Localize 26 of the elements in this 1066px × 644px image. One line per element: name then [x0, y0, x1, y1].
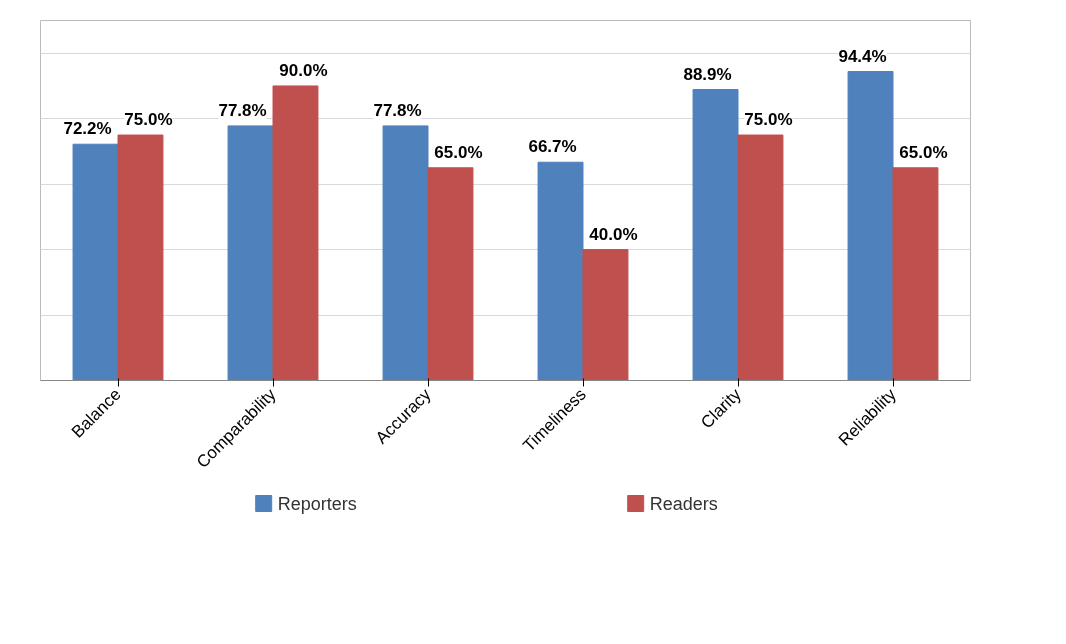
data-label: 88.9% — [683, 64, 732, 84]
data-label: 75.0% — [744, 110, 793, 130]
bar — [382, 125, 429, 381]
legend-label: Reporters — [277, 493, 357, 514]
data-label: 40.0% — [589, 224, 638, 244]
data-label: 66.7% — [528, 137, 577, 157]
data-label: 65.0% — [899, 142, 948, 162]
data-label: 75.0% — [124, 110, 173, 130]
bar — [272, 85, 319, 381]
bar — [737, 134, 784, 381]
bar — [227, 125, 274, 381]
bar — [427, 167, 474, 381]
bar — [692, 89, 739, 381]
data-label: 77.8% — [373, 100, 422, 120]
bar — [847, 71, 894, 381]
data-label: 77.8% — [218, 100, 267, 120]
data-label: 72.2% — [63, 119, 112, 139]
bar — [582, 249, 629, 381]
data-label: 65.0% — [434, 142, 483, 162]
bar — [72, 143, 119, 381]
data-label: 90.0% — [279, 60, 328, 80]
bar — [892, 167, 939, 381]
legend-label: Readers — [649, 493, 718, 514]
bar — [537, 161, 584, 381]
bar — [117, 134, 164, 381]
data-label: 94.4% — [838, 46, 887, 66]
